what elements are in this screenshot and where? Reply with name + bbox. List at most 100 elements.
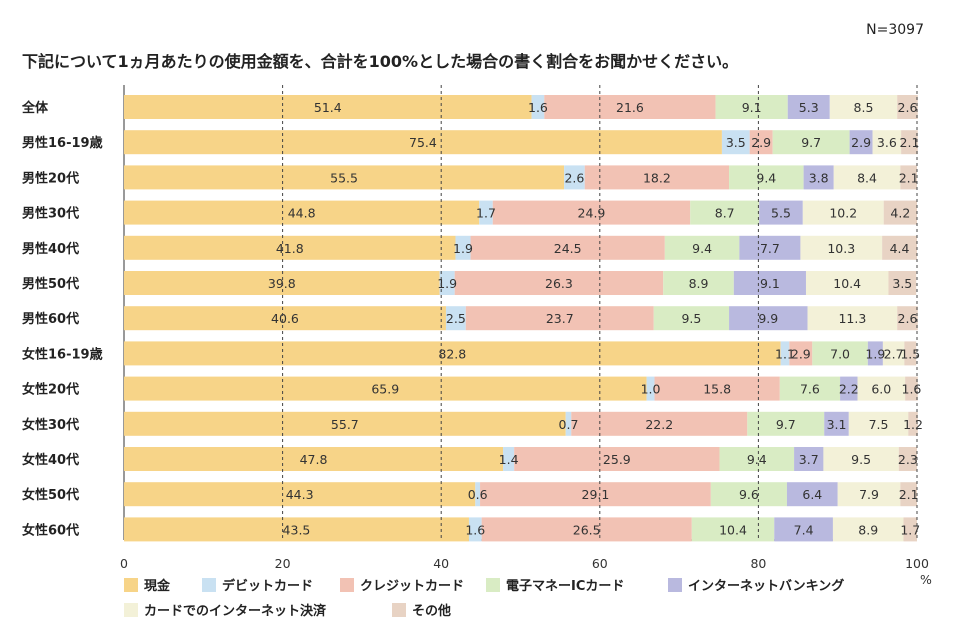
bar-segment <box>789 341 813 366</box>
bar-segment <box>904 341 917 366</box>
bar-segment <box>124 447 504 471</box>
bar-segment <box>503 447 515 471</box>
bar-segment <box>849 130 873 155</box>
bar-segment <box>124 95 532 119</box>
data-label: 10.4 <box>719 522 747 537</box>
bar-segment <box>475 482 481 507</box>
bar-segment <box>691 517 775 542</box>
bar-segment <box>780 341 790 366</box>
data-label: 1.2 <box>903 417 923 432</box>
data-label: 0.6 <box>468 487 488 502</box>
bar-segment <box>571 411 748 436</box>
bar-segment <box>803 165 834 190</box>
bar-segment <box>759 200 803 225</box>
data-label: 2.1 <box>900 135 920 150</box>
bar-segment <box>719 447 795 471</box>
data-label: 25.9 <box>603 452 631 467</box>
bar-segment <box>807 306 898 331</box>
bar-segment <box>531 95 545 119</box>
data-label: 23.7 <box>546 311 574 326</box>
bar-segment <box>794 447 824 471</box>
bar-segment <box>872 130 902 155</box>
bar-segment <box>882 341 905 366</box>
bar-segment <box>124 482 476 507</box>
data-label: 9.4 <box>747 452 767 467</box>
data-label: 2.3 <box>898 452 918 467</box>
bar-segment <box>124 235 456 260</box>
data-label: 0.7 <box>559 417 579 432</box>
data-label: 3.5 <box>726 135 746 150</box>
data-label: 75.4 <box>409 135 437 150</box>
bar-segment <box>823 447 899 471</box>
bar-segment <box>829 95 898 119</box>
chart-title: 下記について1ヵ月あたりの使用金額を、合計を100%とした場合の書く割合をお聞か… <box>22 52 739 71</box>
data-label: 2.9 <box>791 346 811 361</box>
bar-segment <box>903 517 917 542</box>
bar-segment <box>900 482 917 507</box>
legend-swatch <box>392 603 406 617</box>
data-label: 9.1 <box>760 276 780 291</box>
legend-swatch <box>124 603 138 617</box>
data-label: 6.0 <box>871 382 891 397</box>
data-label: 4.2 <box>890 206 910 221</box>
data-label: 26.3 <box>545 276 573 291</box>
legend-label: その他 <box>412 603 451 619</box>
data-label: 2.1 <box>899 487 919 502</box>
category-label: 男性50代 <box>22 276 79 292</box>
data-label: 9.4 <box>756 170 776 185</box>
data-label: 7.9 <box>859 487 879 502</box>
legend-swatch <box>340 578 354 592</box>
data-label: 24.9 <box>578 206 606 221</box>
data-label: 2.5 <box>446 311 466 326</box>
bar-segment <box>812 341 868 366</box>
sample-size-note: N=3097 <box>866 22 924 38</box>
bar-segment <box>905 376 918 401</box>
bar-segment <box>565 411 572 436</box>
bar-segment <box>124 376 647 401</box>
legend-label: デビットカード <box>222 578 313 594</box>
category-label: 男性30代 <box>22 206 79 222</box>
data-label: 3.8 <box>809 170 829 185</box>
data-label: 8.9 <box>689 276 709 291</box>
data-label: 9.7 <box>801 135 821 150</box>
bar-segment <box>824 411 849 436</box>
data-label: 1.9 <box>865 346 885 361</box>
bar-segment <box>445 306 466 331</box>
data-label: 3.5 <box>892 276 912 291</box>
bar-segment <box>882 235 917 260</box>
data-label: 18.2 <box>643 170 671 185</box>
data-label: 1.9 <box>453 241 473 256</box>
data-label: 21.6 <box>616 100 644 115</box>
bar-segment <box>749 130 773 155</box>
bar-segment <box>480 482 711 507</box>
data-label: 1.1 <box>775 346 795 361</box>
bar-segment <box>124 306 446 331</box>
bar-segment <box>710 482 787 507</box>
category-label: 女性20代 <box>22 382 79 398</box>
bar-segment <box>900 165 917 190</box>
data-label: 7.4 <box>794 522 814 537</box>
category-label: 女性40代 <box>22 452 79 468</box>
data-label: 51.4 <box>314 100 342 115</box>
bar-segment <box>857 376 906 401</box>
data-label: 9.6 <box>739 487 759 502</box>
legend-label: 電子マネーICカード <box>506 579 624 594</box>
bar-segment <box>729 306 808 331</box>
bar-segment <box>786 482 838 507</box>
bar-segment <box>840 376 858 401</box>
bar-segment <box>832 517 904 542</box>
data-label: 1.7 <box>476 206 496 221</box>
legend-label: カードでのインターネット決済 <box>144 603 327 619</box>
data-label: 29.1 <box>582 487 610 502</box>
data-label: 9.4 <box>692 241 712 256</box>
data-label: 1.0 <box>641 382 661 397</box>
bar-segment <box>124 130 722 155</box>
data-label: 44.3 <box>286 487 314 502</box>
data-label: 11.3 <box>838 311 866 326</box>
data-label: 9.5 <box>681 311 701 326</box>
bar-segment <box>465 306 654 331</box>
data-label: 6.4 <box>802 487 822 502</box>
bar-segment <box>908 411 918 436</box>
bar-segment <box>664 235 740 260</box>
category-label: 女性60代 <box>22 522 79 538</box>
